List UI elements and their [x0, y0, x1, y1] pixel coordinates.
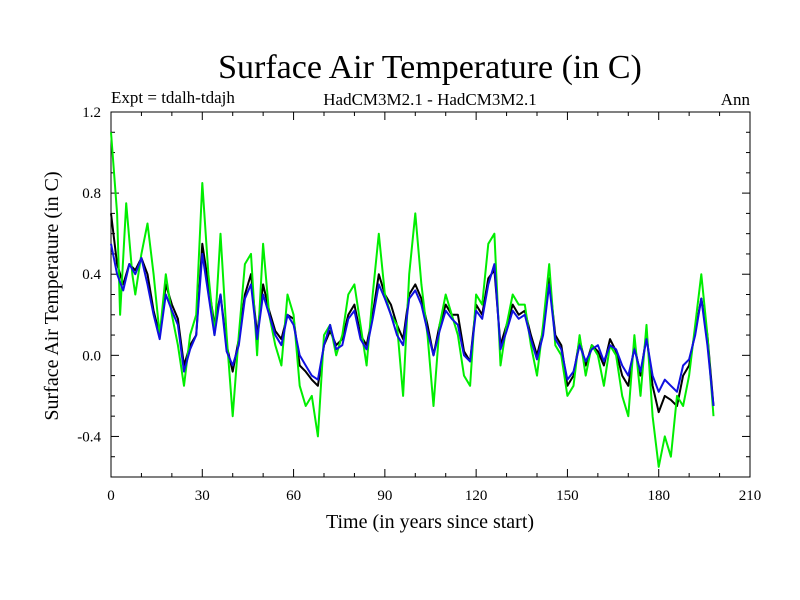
x-tick-label: 120 — [465, 488, 488, 504]
model-label: HadCM3M2.1 - HadCM3M2.1 — [323, 90, 536, 109]
x-tick-label: 210 — [739, 488, 762, 504]
series-line-blue — [110, 243, 715, 407]
period-label: Ann — [721, 90, 751, 109]
axis-ticks — [110, 111, 751, 478]
y-tick-label: 0.4 — [82, 267, 101, 283]
x-tick-labels: 0 30 60 90 120 150 180 210 — [107, 488, 761, 504]
y-tick-label: -0.4 — [77, 429, 101, 445]
y-tick-label: 1.2 — [82, 105, 101, 121]
y-tick-label: 0.8 — [82, 186, 101, 202]
x-tick-label: 0 — [107, 488, 115, 504]
y-axis-label: Surface Air Temperature (in C) — [41, 171, 63, 420]
x-tick-label: 60 — [286, 488, 301, 504]
series-line-green — [110, 132, 715, 468]
x-tick-label: 90 — [377, 488, 392, 504]
experiment-label: Expt = tdalh-tdajh — [111, 88, 235, 107]
x-tick-label: 180 — [647, 488, 670, 504]
x-tick-label: 150 — [556, 488, 579, 504]
y-tick-labels: -0.4 0.0 0.4 0.8 1.2 — [77, 105, 101, 445]
chart-title: Surface Air Temperature (in C) — [218, 49, 642, 86]
y-tick-label: 0.0 — [82, 348, 101, 364]
x-tick-label: 30 — [195, 488, 210, 504]
x-axis-label: Time (in years since start) — [326, 511, 534, 533]
series-lines — [110, 132, 715, 468]
